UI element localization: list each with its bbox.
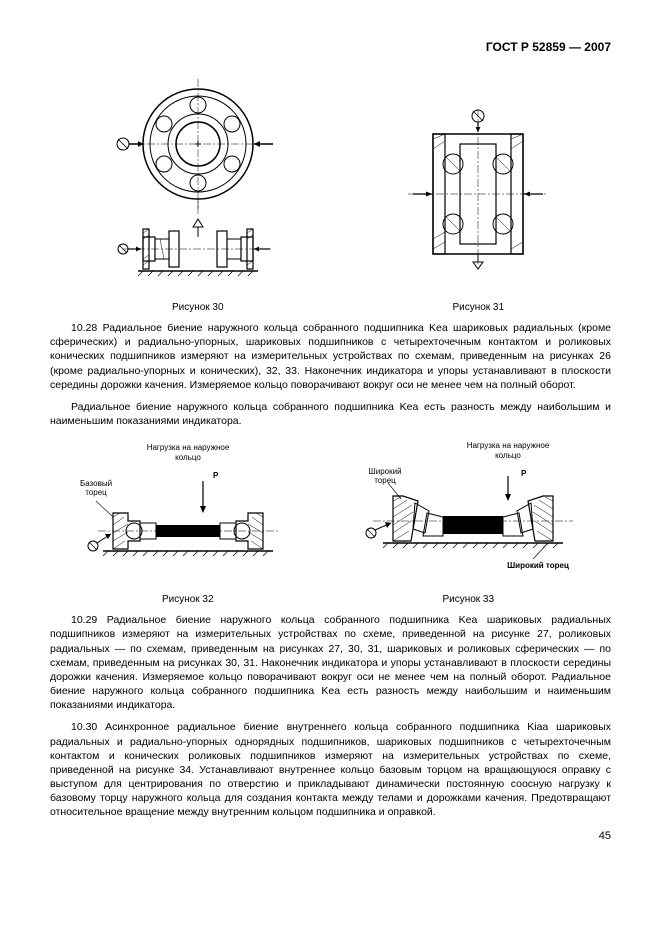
figure-31: Рисунок 31: [393, 74, 563, 313]
figure-32-caption: Рисунок 32: [68, 594, 308, 605]
figure-31-caption: Рисунок 31: [393, 302, 563, 313]
svg-text:кольцо: кольцо: [175, 453, 201, 462]
svg-text:торец: торец: [374, 476, 396, 485]
figure-30: Рисунок 30: [98, 74, 298, 313]
wide-end-label-top: Широкий: [369, 467, 402, 476]
figure-32: Нагрузка на наружное кольцо Базовый торе…: [68, 436, 308, 605]
figure-33-caption: Рисунок 33: [343, 594, 593, 605]
figure-30-caption: Рисунок 30: [98, 302, 298, 313]
wide-end-label-bottom: Широкий торец: [507, 561, 569, 570]
paragraph-1028b: Радиальное биение наружного кольца собра…: [50, 400, 611, 428]
figures-row-top: Рисунок 30: [50, 74, 611, 313]
load-label-33: Нагрузка на наружное: [467, 441, 550, 450]
paragraph-1029: 10.29 Радиальное биение наружного кольца…: [50, 613, 611, 712]
page-number: 45: [50, 830, 611, 842]
paragraph-1028: 10.28 Радиальное биение наружного кольца…: [50, 321, 611, 392]
p-label-33: P: [521, 469, 527, 478]
paragraph-1030: 10.30 Асинхронное радиальное биение внут…: [50, 720, 611, 819]
figure-33: Нагрузка на наружное кольцо Широкий торе…: [343, 436, 593, 605]
svg-text:кольцо: кольцо: [495, 451, 521, 460]
document-header: ГОСТ Р 52859 — 2007: [50, 40, 611, 54]
svg-text:торец: торец: [85, 488, 107, 497]
p-label: P: [213, 471, 219, 480]
load-label: Нагрузка на наружное: [146, 443, 229, 452]
base-end-label: Базовый: [80, 479, 112, 488]
figures-row-middle: Нагрузка на наружное кольцо Базовый торе…: [50, 436, 611, 605]
